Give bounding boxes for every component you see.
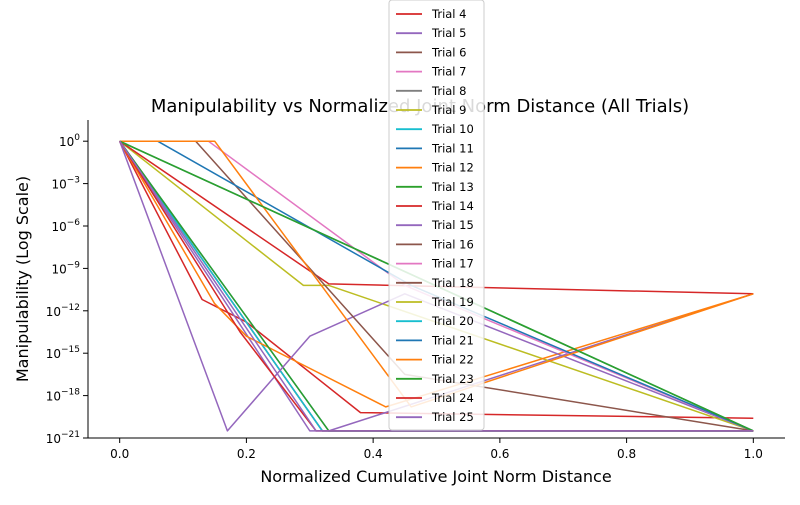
x-tick-label: 0.4	[364, 447, 383, 461]
y-tick-exponent: −3	[67, 176, 80, 186]
legend-label: Trial 22	[431, 353, 474, 367]
x-tick-label: 0.2	[237, 447, 256, 461]
legend-label: Trial 4	[431, 7, 466, 21]
series-line-trial-22	[119, 140, 754, 408]
series-line-trial-15	[118, 140, 754, 432]
x-tick-label: 1.0	[744, 447, 763, 461]
series-line-trial-9	[119, 140, 754, 432]
y-tick-exponent: −21	[61, 430, 80, 440]
legend-label: Trial 10	[431, 122, 474, 136]
y-tick-label: 10−9	[51, 260, 80, 276]
y-tick-exponent: −9	[67, 260, 81, 270]
y-tick-exponent: 0	[74, 133, 80, 143]
y-tick-exponent: −6	[67, 218, 81, 228]
x-tick-label: 0.6	[490, 447, 509, 461]
y-tick-base: 10	[51, 178, 66, 192]
legend-label: Trial 14	[431, 199, 474, 213]
legend-label: Trial 23	[431, 372, 474, 386]
x-tick-label: 0.8	[617, 447, 636, 461]
legend-label: Trial 6	[431, 45, 466, 59]
legend-label: Trial 21	[431, 333, 474, 347]
legend-label: Trial 17	[431, 257, 474, 271]
y-tick-base: 10	[46, 390, 61, 404]
legend-label: Trial 20	[431, 314, 474, 328]
y-tick-base: 10	[51, 220, 66, 234]
legend-label: Trial 19	[431, 295, 474, 309]
legend-label: Trial 24	[431, 391, 474, 405]
y-tick-base: 10	[46, 347, 61, 361]
series-line-trial-14	[119, 140, 754, 295]
y-tick-label: 10−21	[46, 430, 80, 446]
y-tick-label: 10−18	[46, 388, 81, 404]
y-tick-exponent: −15	[61, 345, 80, 355]
legend-label: Trial 16	[431, 237, 474, 251]
y-tick-exponent: −18	[61, 388, 80, 398]
legend-label: Trial 8	[431, 84, 466, 98]
y-tick-label: 100	[59, 133, 80, 149]
y-tick-label: 10−15	[46, 345, 80, 361]
y-tick-base: 10	[46, 432, 61, 446]
legend-label: Trial 15	[431, 218, 474, 232]
y-tick-label: 10−12	[46, 303, 80, 319]
series-line-trial-12	[119, 140, 754, 408]
legend-label: Trial 12	[431, 161, 474, 175]
y-tick-label: 10−6	[51, 218, 80, 234]
y-tick-exponent: −12	[61, 303, 80, 313]
legend-label: Trial 18	[431, 276, 474, 290]
legend-frame	[388, 0, 485, 431]
legend-label: Trial 9	[431, 103, 466, 117]
legend: Trial 4 Trial 5 Trial 6 Trial 7 Trial 8 Trial…	[388, 0, 485, 431]
ticks-layer: 0.0 0.2 0.4 0.6 0.8 1.010010−310−610−910−1210…	[46, 133, 763, 461]
y-tick-label: 10−3	[51, 176, 80, 192]
legend-label: Trial 11	[431, 141, 474, 155]
y-tick-base: 10	[46, 305, 61, 319]
y-tick-base: 10	[59, 135, 74, 149]
y-tick-base: 10	[51, 262, 66, 276]
x-tick-label: 0.0	[110, 447, 129, 461]
series-line-trial-25	[119, 140, 754, 432]
series-layer	[118, 140, 754, 432]
axes-layer	[87, 120, 785, 439]
y-axis-label: Manipulability (Log Scale)	[13, 176, 32, 382]
legend-label: Trial 5	[431, 26, 466, 40]
legend-label: Trial 25	[431, 410, 474, 424]
legend-label: Trial 13	[431, 180, 474, 194]
legend-label: Trial 7	[431, 65, 466, 79]
x-axis-label: Normalized Cumulative Joint Norm Distanc…	[260, 467, 611, 486]
